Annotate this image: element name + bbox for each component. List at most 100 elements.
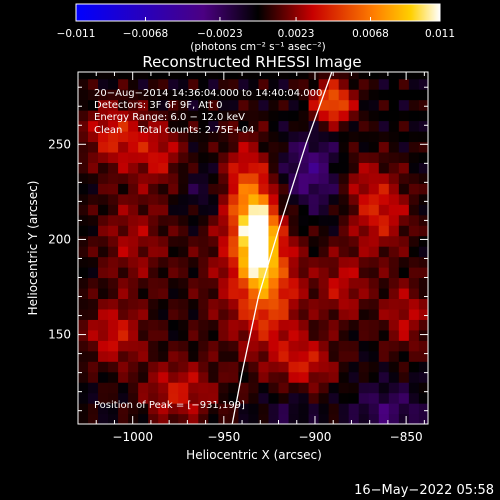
heatmap-cell — [328, 382, 340, 394]
heatmap-cell — [408, 120, 420, 132]
heatmap-cell — [348, 151, 360, 163]
heatmap-cell — [298, 350, 310, 362]
heatmap-cell — [138, 151, 149, 163]
heatmap-cell — [398, 235, 410, 247]
heatmap-cell — [368, 287, 380, 300]
heatmap-cell — [78, 246, 89, 258]
heatmap-cell — [248, 204, 260, 216]
heatmap-cell — [278, 193, 290, 205]
heatmap-cell — [268, 99, 280, 111]
heatmap-cell — [418, 361, 428, 373]
heatmap-cell — [258, 267, 270, 279]
heatmap-cell — [138, 78, 149, 90]
heatmap-cell — [328, 183, 340, 195]
heatmap-cell — [418, 120, 428, 132]
heatmap-cell — [168, 78, 179, 90]
heatmap-cell — [248, 151, 260, 163]
heatmap-cell — [158, 120, 169, 132]
heatmap-cell — [348, 308, 360, 320]
heatmap-cell — [328, 308, 340, 320]
heatmap-cell — [308, 392, 320, 404]
heatmap-cell — [228, 120, 240, 132]
heatmap-cell — [198, 267, 209, 279]
heatmap-cell — [258, 340, 270, 352]
heatmap-cell — [238, 130, 250, 143]
heatmap-cell — [358, 350, 370, 362]
heatmap-cell — [348, 235, 360, 247]
heatmap-cell — [378, 162, 390, 174]
heatmap-cell — [358, 162, 370, 174]
heatmap-cell — [408, 256, 420, 268]
heatmap-cell — [148, 183, 159, 195]
heatmap-cell — [248, 371, 260, 383]
heatmap-cell — [168, 329, 179, 341]
heatmap-cell — [98, 151, 109, 163]
heatmap-cell — [148, 403, 159, 415]
heatmap-cell — [138, 298, 149, 310]
heatmap-cell — [138, 350, 149, 362]
heatmap-cell — [98, 329, 109, 341]
heatmap-cell — [308, 141, 320, 153]
heatmap-cell — [158, 287, 169, 300]
heatmap-cell — [138, 99, 149, 111]
heatmap-cell — [218, 277, 229, 289]
heatmap-cell — [288, 350, 300, 362]
heatmap-cell — [138, 162, 149, 174]
heatmap-cell — [218, 183, 229, 195]
heatmap-cell — [128, 130, 139, 143]
heatmap-cell — [128, 151, 139, 163]
heatmap-cell — [188, 99, 199, 111]
heatmap-cell — [288, 72, 300, 80]
heatmap-cell — [378, 382, 390, 394]
heatmap-cell — [158, 371, 169, 383]
heatmap-cell — [98, 225, 109, 237]
heatmap-cell — [148, 298, 159, 310]
heatmap-cell — [388, 130, 400, 143]
heatmap-cell — [168, 183, 179, 195]
heatmap-cell — [398, 225, 410, 237]
heatmap-cell — [258, 99, 270, 111]
heatmap-cell — [408, 277, 420, 289]
heatmap-cell — [118, 120, 129, 132]
heatmap-cell — [268, 141, 280, 153]
heatmap-cell — [138, 183, 149, 195]
heatmap-cell — [138, 403, 149, 415]
heatmap-cell — [188, 235, 199, 247]
heatmap-cell — [158, 277, 169, 289]
heatmap-cell — [328, 89, 340, 101]
heatmap-cell — [108, 267, 119, 279]
heatmap-cell — [198, 151, 209, 163]
heatmap-cell — [108, 382, 119, 394]
heatmap-cell — [398, 319, 410, 331]
heatmap-cell — [418, 267, 428, 279]
heatmap-cell — [388, 110, 400, 122]
colorbar-tick-label: 0.0023 — [278, 28, 315, 40]
heatmap-cell — [118, 371, 129, 383]
heatmap-cell — [258, 110, 270, 122]
heatmap-cell — [228, 256, 240, 268]
heatmap-cell — [88, 413, 99, 424]
heatmap-cell — [198, 413, 209, 424]
heatmap-cell — [418, 329, 428, 341]
heatmap-cell — [218, 298, 229, 310]
heatmap-cell — [178, 141, 189, 153]
heatmap-cell — [108, 319, 119, 331]
heatmap-cell — [148, 78, 159, 90]
heatmap-cell — [398, 89, 410, 101]
heatmap-cell — [398, 361, 410, 373]
heatmap-cell — [288, 319, 300, 331]
heatmap-cell — [98, 235, 109, 247]
heatmap-cell — [98, 403, 109, 415]
heatmap-cell — [318, 277, 330, 289]
heatmap-cell — [268, 267, 280, 279]
heatmap-cell — [318, 319, 330, 331]
heatmap-cell — [88, 371, 99, 383]
heatmap-cell — [358, 413, 370, 424]
heatmap-cell — [218, 246, 229, 258]
heatmap-cell — [408, 130, 420, 143]
heatmap-cell — [348, 371, 360, 383]
heatmap-cell — [108, 110, 119, 122]
heatmap-cell — [178, 78, 189, 90]
heatmap-cell — [208, 371, 219, 383]
heatmap-cell — [298, 89, 310, 101]
